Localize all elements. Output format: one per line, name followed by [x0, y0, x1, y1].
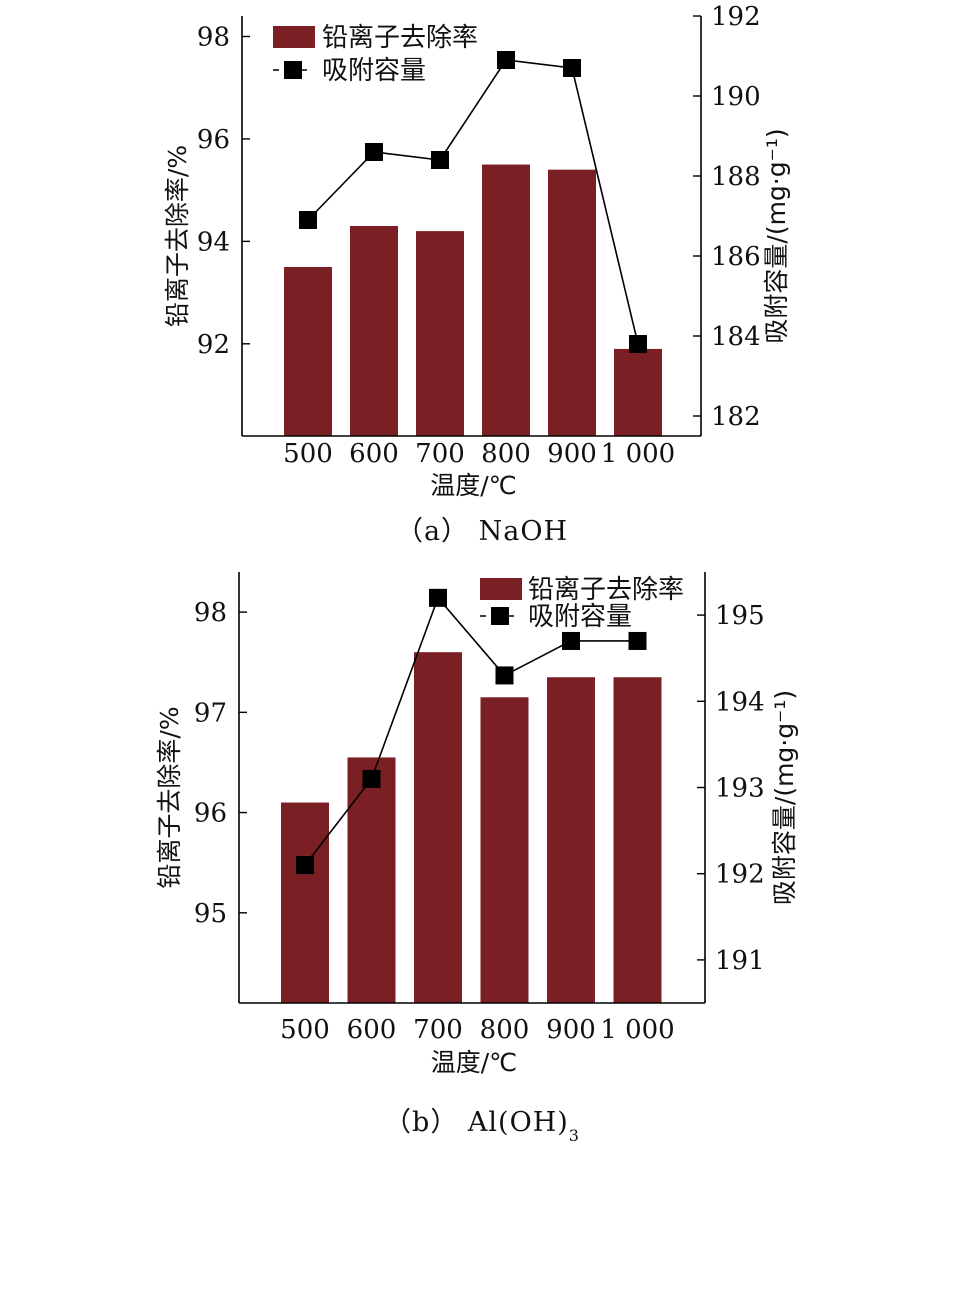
x-axis-title: 温度/℃ [430, 471, 517, 500]
x-tick-label: 1 000 [600, 1015, 674, 1045]
right-tick-label: 188 [711, 162, 761, 192]
x-tick-label: 800 [480, 1015, 530, 1045]
line-adsorption-capacity [307, 59, 639, 345]
bar-700 [414, 652, 462, 1003]
point-700 [431, 151, 449, 169]
right-axis-title: 吸附容量/(mg·g⁻¹) [762, 128, 791, 343]
x-tick-label: 700 [413, 1015, 463, 1045]
legend-bar-label: 铅离子去除率 [322, 23, 478, 53]
legend-bar-swatch [273, 26, 315, 48]
point-600 [365, 143, 383, 161]
x-tick-label: 800 [481, 439, 531, 469]
point-800 [497, 51, 515, 69]
right-tick-label: 190 [711, 82, 761, 112]
bar-800 [482, 164, 530, 436]
legend-bar-swatch [480, 578, 522, 600]
point-1000 [628, 631, 647, 650]
x-tick-label: 600 [347, 1015, 397, 1045]
bar-500 [284, 266, 332, 436]
legend-line-label: 吸附容量 [528, 602, 632, 632]
chart-caption: （b） Al(OH)3 [384, 1107, 580, 1145]
left-tick-label: 98 [194, 598, 227, 628]
x-tick-label: 600 [349, 439, 399, 469]
legend-line-marker [284, 61, 302, 79]
x-tick-label: 500 [280, 1015, 330, 1045]
right-axis-title: 吸附容量/(mg·g⁻¹) [770, 690, 799, 905]
right-tick-label: 195 [715, 601, 765, 631]
bar-500 [281, 802, 329, 1003]
x-tick-label: 500 [283, 439, 333, 469]
legend-line-label: 吸附容量 [322, 56, 426, 86]
point-900 [562, 631, 580, 650]
left-tick-label: 97 [194, 698, 227, 728]
x-axis-title: 温度/℃ [431, 1048, 518, 1077]
point-1000 [629, 335, 647, 353]
chart-caption: （a） NaOH [396, 516, 568, 547]
legend-bar-label: 铅离子去除率 [528, 575, 684, 605]
chart-a-naoh: 92 94 96 98 182 184 186 188 190 192 500 600 700 800 90… [163, 2, 791, 547]
x-tick-label: 700 [415, 439, 465, 469]
point-600 [362, 769, 381, 788]
left-axis-title: 铅离子去除率/% [155, 706, 184, 888]
left-tick-label: 96 [197, 125, 230, 155]
right-tick-label: 194 [715, 687, 765, 717]
bar-1000 [614, 348, 662, 436]
right-tick-label: 192 [715, 860, 765, 890]
line-adsorption-capacity [304, 596, 638, 866]
x-tick-label: 900 [546, 1015, 596, 1045]
left-tick-label: 98 [197, 22, 230, 52]
left-axis-title: 铅离子去除率/% [163, 145, 192, 327]
point-800 [495, 666, 514, 685]
right-tick-label: 193 [715, 774, 765, 804]
point-500 [299, 211, 317, 229]
bar-700 [416, 231, 464, 436]
right-tick-label: 182 [711, 402, 761, 432]
chart-b-aloh3: 95 96 97 98 191 192 193 194 195 500 600 700 800 900 1 … [155, 572, 799, 1145]
x-tick-label: 1 000 [601, 439, 675, 469]
left-tick-label: 92 [197, 330, 230, 360]
point-700 [429, 588, 447, 607]
bar-900 [548, 169, 596, 436]
bar-600 [350, 226, 398, 436]
point-900 [563, 59, 581, 77]
legend-line-marker [491, 607, 509, 625]
point-500 [296, 856, 314, 875]
left-tick-label: 96 [194, 799, 227, 829]
bar-1000 [613, 677, 662, 1003]
right-tick-label: 192 [711, 2, 761, 32]
right-tick-label: 191 [715, 946, 765, 976]
left-tick-label: 95 [194, 899, 227, 929]
right-tick-label: 184 [711, 322, 761, 352]
right-tick-label: 186 [711, 242, 761, 272]
left-tick-label: 94 [197, 227, 230, 257]
x-tick-label: 900 [547, 439, 597, 469]
bar-600 [347, 757, 396, 1003]
bar-800 [480, 697, 529, 1003]
bar-900 [547, 677, 595, 1003]
